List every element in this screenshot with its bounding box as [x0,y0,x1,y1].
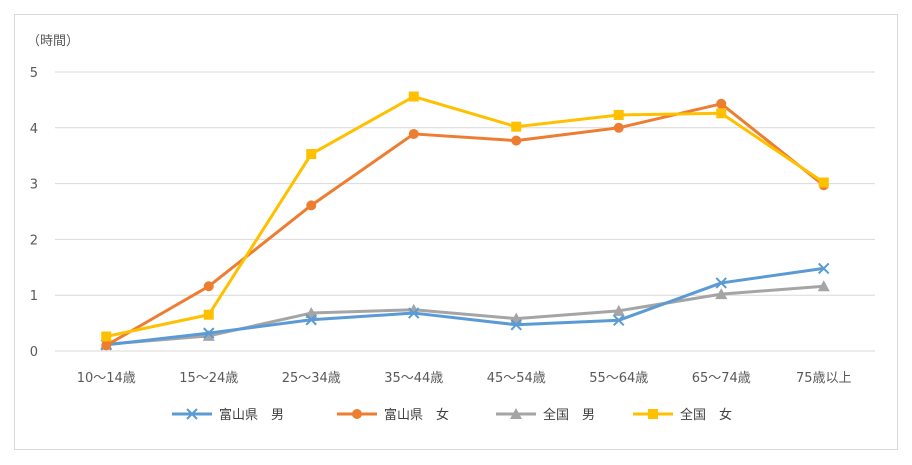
data-point-circle [716,98,727,109]
data-point-square [511,121,522,132]
series-group [100,91,830,351]
data-point-circle [203,281,214,292]
legend-label: 富山県 女 [384,407,449,423]
y-tick-label: 5 [30,66,38,81]
data-point-square [306,149,317,160]
series-line [101,91,829,342]
y-axis-unit-label: （時間） [27,34,79,49]
x-tick-label: 45〜54歳 [487,371,546,386]
data-point-x [510,319,522,331]
legend: 富山県 男 富山県 女 全国 男 全国 女 [172,407,732,423]
data-point-triangle [612,304,625,316]
data-point-square [648,409,658,419]
y-tick-label: 2 [30,233,38,248]
series-path [105,102,825,347]
data-point-x [203,327,215,339]
data-point-x [305,314,317,326]
data-point-x [408,307,420,319]
data-point-x-stroke [715,277,727,289]
series-line [101,98,829,351]
x-tick-label: 75歳以上 [796,371,852,386]
data-point-x-stroke [305,314,317,326]
data-point-square [613,109,624,120]
data-point-circle [613,122,624,133]
data-point-triangle [202,329,215,341]
data-point-square [716,108,727,119]
data-point-triangle [305,307,318,319]
data-point-square [101,331,112,342]
chart-frame [14,14,898,450]
legend-item: 全国 男 [496,407,595,423]
legend-item: 富山県 女 [337,407,449,423]
data-point-x-stroke [510,319,522,331]
data-point-circle [511,135,522,146]
y-tick-label: 3 [30,178,38,193]
legend-label: 全国 女 [680,407,732,423]
data-point-triangle [715,288,728,300]
legend-item: 全国 女 [633,407,732,423]
x-axis-ticks: 10〜14歳 15〜24歳 25〜34歳 35〜44歳 45〜54歳 55〜64歳 65〜7… [77,371,852,386]
data-point-x-stroke [408,307,420,319]
series-path [105,95,825,338]
x-tick-label: 10〜14歳 [77,371,136,386]
legend-label: 富山県 男 [219,407,284,423]
data-point-x-stroke [203,327,215,339]
data-point-circle [352,409,362,419]
x-tick-label: 25〜34歳 [282,371,341,386]
data-point-x [186,408,198,420]
x-tick-label: 35〜44歳 [384,371,443,386]
data-point-square [203,309,214,320]
data-point-triangle [510,408,522,419]
data-point-circle [306,200,317,211]
y-tick-label: 0 [30,345,38,360]
data-point-triangle [817,280,830,292]
x-tick-label: 65〜74歳 [692,371,751,386]
y-axis-ticks: 0 1 2 3 4 5 [30,66,38,360]
x-tick-label: 55〜64歳 [589,371,648,386]
data-point-x-stroke [818,262,830,275]
legend-item: 富山県 男 [172,407,284,423]
data-point-x [715,277,727,289]
data-point-x-stroke [186,408,198,420]
y-tick-label: 1 [30,289,38,304]
y-tick-label: 4 [30,122,38,137]
gridlines [55,71,875,352]
x-tick-label: 15〜24歳 [179,371,238,386]
data-point-x-stroke [613,314,625,327]
data-point-square [818,177,829,188]
data-point-square [408,91,419,102]
legend-label: 全国 男 [543,407,595,423]
series-path [106,266,824,347]
data-point-x [818,262,830,275]
data-point-x [613,314,625,327]
data-point-circle [101,340,112,351]
data-point-circle [408,128,419,139]
